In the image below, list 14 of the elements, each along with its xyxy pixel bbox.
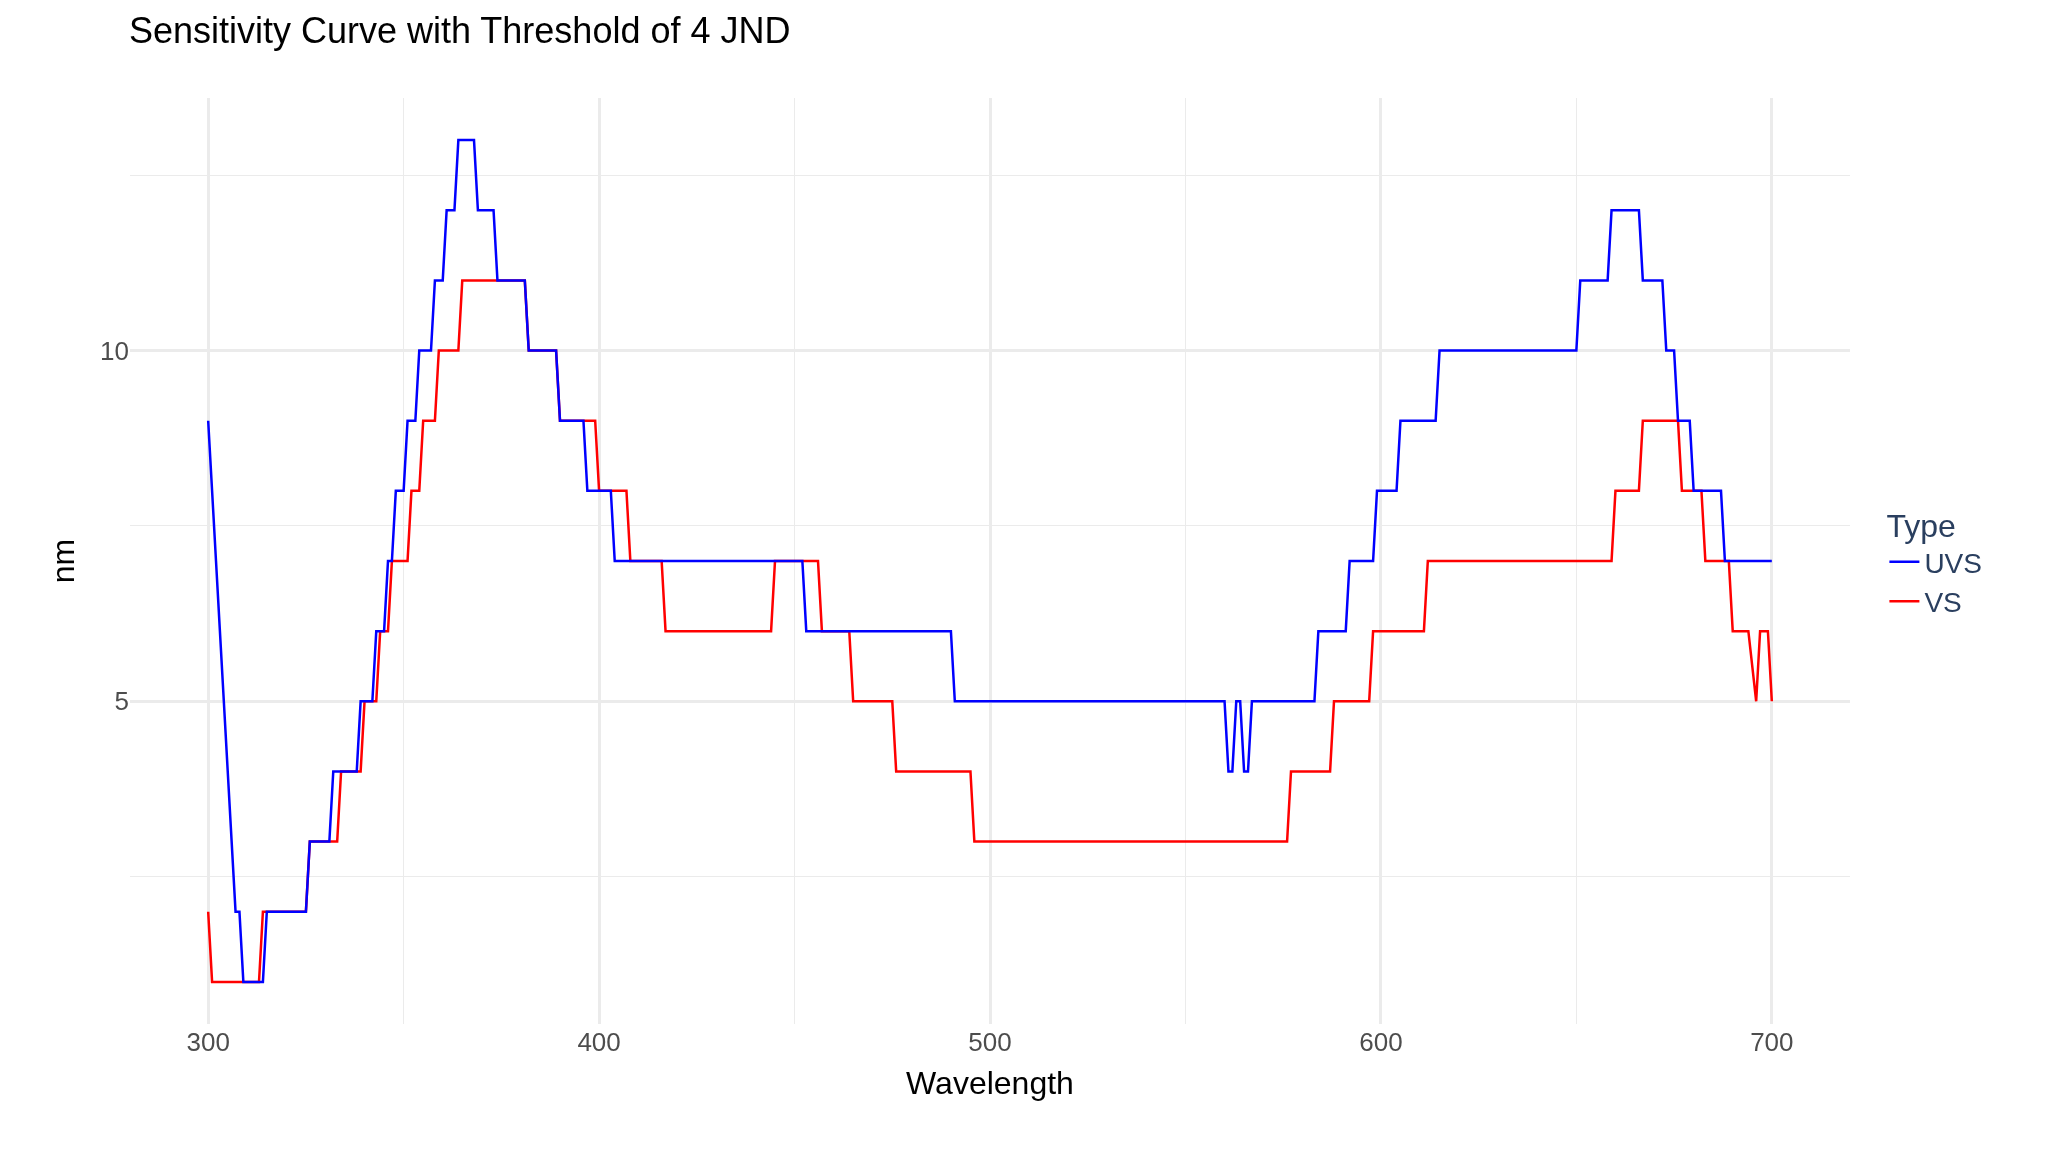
x-axis-title: Wavelength (906, 1064, 1074, 1101)
y-tick-label: 5 (114, 686, 129, 717)
legend-label: VS (1924, 587, 1962, 619)
x-tick-label: 500 (968, 1027, 1012, 1057)
legend-label: UVS (1924, 547, 1982, 579)
legend-title: Type (1886, 508, 1956, 545)
line-series (206, 138, 1774, 984)
y-tick-label: 10 (100, 335, 129, 366)
x-tick-label: 300 (186, 1027, 230, 1057)
chart-title: Sensitivity Curve with Threshold of 4 JND (128, 9, 791, 51)
x-tick-label: 700 (1750, 1027, 1794, 1057)
x-tick-label: 400 (577, 1027, 621, 1057)
y-axis-title: nm (45, 538, 82, 584)
x-tick-label: 600 (1359, 1027, 1403, 1057)
